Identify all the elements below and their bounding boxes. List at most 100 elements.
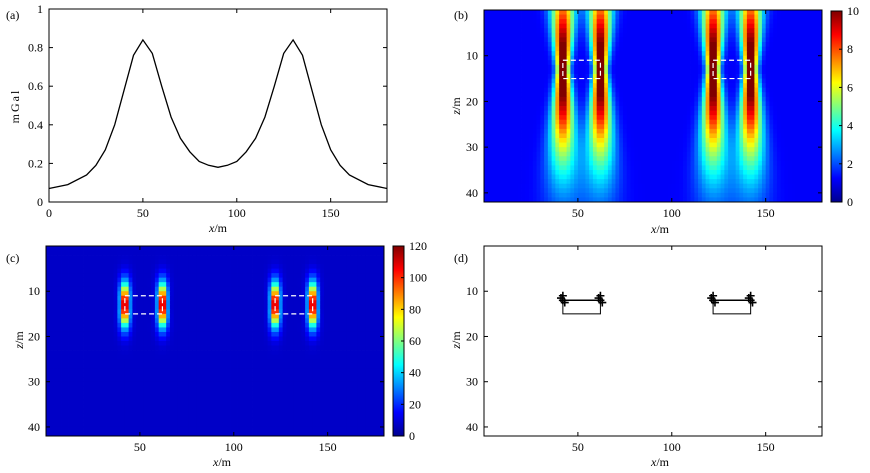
panel-b-cell <box>660 133 665 139</box>
panel-b-cell <box>743 106 748 111</box>
panel-b-cell <box>484 96 489 102</box>
panel-b-cell <box>694 51 699 57</box>
panel-b-cell <box>668 64 673 70</box>
panel-b-cell <box>495 64 500 70</box>
panel-b-cell <box>649 28 654 34</box>
panel-c-cell <box>143 246 148 251</box>
panel-b-cell <box>731 151 737 157</box>
panel-b-cell <box>739 92 744 98</box>
panel-b-cell <box>607 37 613 43</box>
panel-b-cell <box>487 74 492 79</box>
panel-c-cell <box>256 268 261 274</box>
panel-c-cell <box>128 277 133 283</box>
panel-b-cell <box>814 128 819 134</box>
panel-b-cell <box>758 64 763 70</box>
panel-b-cell <box>607 110 613 116</box>
panel-c-cell <box>218 277 223 283</box>
panel-c-cell <box>368 286 374 292</box>
panel-b-cell <box>679 192 684 198</box>
panel-b-cell <box>581 179 586 185</box>
panel-b-cell <box>709 60 714 66</box>
panel-b-cell <box>761 32 767 38</box>
panel-c-cell <box>226 250 231 256</box>
panel-b-cell <box>705 42 710 47</box>
panel-b-cell <box>525 23 530 29</box>
panel-b-cell <box>517 37 522 43</box>
panel-b-cell <box>649 37 654 43</box>
panel-b-cell <box>544 170 549 175</box>
panel-b-cell <box>517 160 522 166</box>
panel-b-cell <box>679 37 684 43</box>
panel-b-cell <box>510 160 515 166</box>
panel-c-cell <box>335 250 340 256</box>
panel-c-cell <box>211 255 216 260</box>
panel-c-cell <box>275 264 280 270</box>
panel-b-cell <box>698 87 703 93</box>
panel-b-cell <box>731 170 737 175</box>
panel-b-cell <box>735 51 740 57</box>
panel-b-cell <box>739 78 744 84</box>
panel-a-ylabel: mGal <box>8 89 22 124</box>
panel-c-cell <box>316 277 321 283</box>
colorbar-tick-label: 10 <box>847 4 859 18</box>
panel-b-cell <box>668 96 673 102</box>
panel-c-cell <box>320 264 325 270</box>
panel-b-cell <box>604 83 609 89</box>
panel-b-cell <box>713 10 718 15</box>
panel-b-cell <box>570 124 575 130</box>
panel-b-cell <box>724 101 729 107</box>
panel-c-cell <box>320 286 325 292</box>
panel-b-cell <box>607 69 613 75</box>
panel-b-cell <box>645 160 650 166</box>
panel-c-cell <box>87 259 92 265</box>
panel-b-cell <box>683 32 688 38</box>
panel-b-cell <box>637 197 643 202</box>
panel-c-cell <box>113 259 118 265</box>
panel-c-cell <box>72 286 77 292</box>
panel-c-cell <box>68 295 73 301</box>
panel-c-cell <box>230 277 235 283</box>
panel-b-cell <box>765 110 770 116</box>
panel-c-cell <box>286 264 291 270</box>
panel-b-cell <box>637 179 643 185</box>
panel-b-cell <box>660 78 665 84</box>
panel-c-cell <box>109 273 114 279</box>
panel-b-cell <box>517 147 522 153</box>
panel-b-cell <box>529 124 534 130</box>
panel-b-cell <box>713 55 718 61</box>
panel-b-cell <box>716 60 721 66</box>
panel-b-cell <box>713 64 718 70</box>
panel-b-cell <box>746 133 752 139</box>
panel-b-cell <box>491 23 496 29</box>
panel-b-cell <box>799 119 804 125</box>
panel-b-cell <box>788 197 793 202</box>
panel-b-cell <box>656 96 661 102</box>
panel-b-cell <box>709 101 714 107</box>
panel-b-cell <box>544 46 549 52</box>
panel-b-cell <box>540 115 545 121</box>
panel-b-cell <box>577 32 583 38</box>
panel-b-cell <box>540 101 545 107</box>
panel-b-cell <box>769 64 774 70</box>
panel-b-cell <box>743 179 748 185</box>
panel-b-cell <box>668 42 673 47</box>
panel-b-cell <box>806 170 812 175</box>
panel-b-cell <box>739 165 744 171</box>
panel-b-cell <box>724 151 729 157</box>
panel-b-cell <box>544 42 549 47</box>
panel-b-cell <box>547 119 552 125</box>
panel-b-cell <box>544 32 549 38</box>
panel-b-cell <box>668 46 673 52</box>
panel-b-cell <box>637 138 643 143</box>
panel-b-cell <box>630 10 635 15</box>
panel-b-cell <box>645 170 650 175</box>
panel-b-cell <box>600 51 605 57</box>
panel-b-cell <box>484 160 489 166</box>
panel-b-cell <box>653 10 658 15</box>
panel-b-cell <box>495 14 500 20</box>
panel-b-cell <box>559 124 564 130</box>
panel-c-cell <box>57 277 62 283</box>
panel-b-cell <box>484 138 489 143</box>
panel-c-cell <box>222 250 227 256</box>
panel-b-cell <box>592 32 598 38</box>
